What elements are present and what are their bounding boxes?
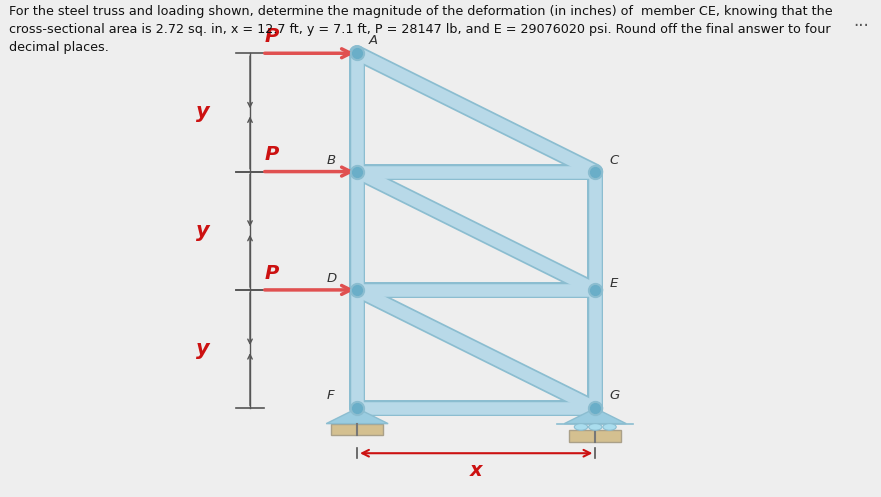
Circle shape [589, 423, 602, 430]
Text: C: C [610, 154, 618, 167]
Text: x: x [470, 462, 483, 481]
Text: P: P [264, 27, 278, 46]
Text: E: E [610, 277, 618, 290]
Circle shape [603, 423, 616, 430]
Text: ...: ... [854, 12, 869, 30]
Text: P: P [264, 146, 278, 165]
Circle shape [574, 423, 588, 430]
Text: G: G [610, 389, 620, 403]
Text: P: P [264, 264, 278, 283]
FancyBboxPatch shape [331, 423, 383, 435]
Text: For the steel truss and loading shown, determine the magnitude of the deformatio: For the steel truss and loading shown, d… [9, 5, 833, 54]
Text: y: y [196, 339, 209, 359]
Text: y: y [196, 221, 209, 241]
FancyBboxPatch shape [569, 430, 621, 442]
Text: y: y [196, 102, 209, 122]
Text: A: A [369, 34, 378, 47]
Polygon shape [565, 408, 626, 423]
Text: B: B [326, 154, 336, 167]
Text: F: F [326, 389, 334, 403]
Polygon shape [326, 408, 389, 423]
Text: D: D [326, 272, 337, 285]
